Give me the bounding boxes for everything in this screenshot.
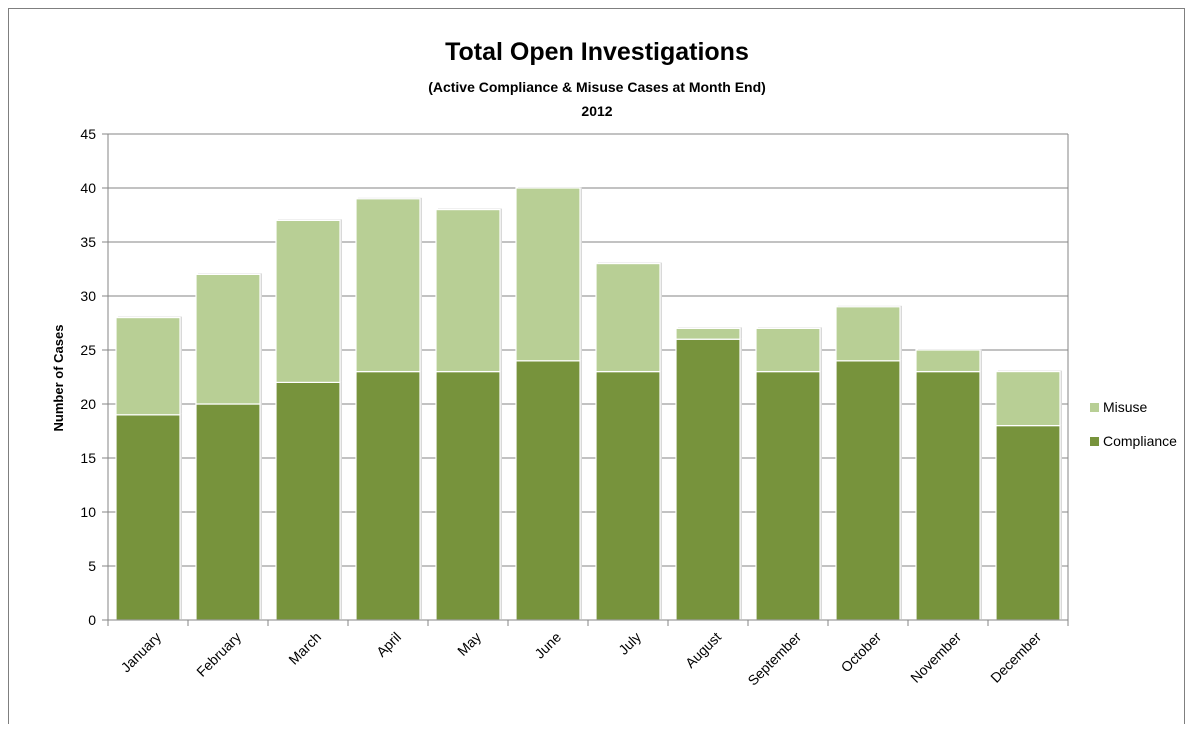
y-tick-label: 10 [80, 504, 96, 520]
chart-title: Total Open Investigations [445, 38, 749, 66]
x-tick-label: October [838, 629, 885, 676]
x-tick-label: September [744, 629, 804, 689]
bar-compliance-january [115, 414, 181, 621]
x-tick-label: December [987, 629, 1044, 686]
x-tick-label: August [682, 629, 724, 671]
bar-misuse-june [515, 187, 581, 362]
y-tick-label: 30 [80, 288, 96, 304]
x-tick-label: March [285, 629, 324, 668]
bar-compliance-march [275, 381, 341, 621]
legend-swatch-compliance [1090, 437, 1099, 446]
y-tick-label: 35 [80, 234, 96, 250]
x-tick-label: April [373, 629, 404, 660]
bar-misuse-august [675, 327, 741, 340]
bar-compliance-may [435, 371, 501, 621]
bar-misuse-november [915, 349, 981, 373]
legend-label-misuse: Misuse [1103, 399, 1148, 415]
bar-misuse-february [195, 273, 261, 405]
bar-compliance-december [995, 425, 1061, 621]
bar-misuse-january [115, 317, 181, 416]
y-axis-label: Number of Cases [51, 325, 66, 432]
bar-compliance-august [675, 338, 741, 621]
bar-compliance-october [835, 360, 901, 621]
x-tick-label: February [193, 629, 244, 680]
x-tick-label: May [454, 629, 484, 659]
x-tick-label: July [615, 629, 644, 658]
y-tick-label: 5 [88, 558, 96, 574]
bar-misuse-may [435, 209, 501, 373]
chart-year: 2012 [581, 103, 612, 119]
legend-swatch-misuse [1090, 403, 1099, 412]
bar-misuse-october [835, 306, 901, 362]
legend-label-compliance: Compliance [1103, 433, 1177, 449]
y-tick-label: 0 [88, 612, 96, 628]
bars [115, 187, 1062, 621]
bar-compliance-september [755, 371, 821, 621]
bar-misuse-december [995, 371, 1061, 427]
bar-misuse-july [595, 263, 661, 373]
bar-misuse-september [755, 327, 821, 373]
y-tick-label: 40 [80, 180, 96, 196]
bar-compliance-june [515, 360, 581, 621]
y-tick-label: 25 [80, 342, 96, 358]
chart-subtitle: (Active Compliance & Misuse Cases at Mon… [428, 79, 766, 95]
bar-compliance-april [355, 371, 421, 621]
legend: Misuse Compliance [1090, 399, 1177, 449]
chart-frame [8, 8, 1185, 724]
bar-misuse-april [355, 198, 421, 373]
bar-misuse-march [275, 219, 341, 383]
bar-compliance-july [595, 371, 661, 621]
x-tick-label: November [907, 629, 964, 686]
y-tick-label: 15 [80, 450, 96, 466]
y-tick-label: 20 [80, 396, 96, 412]
y-tick-label: 45 [80, 126, 96, 142]
bar-compliance-november [915, 371, 981, 621]
bar-compliance-february [195, 403, 261, 621]
x-tick-label: January [118, 629, 165, 676]
x-tick-label: June [531, 629, 564, 662]
